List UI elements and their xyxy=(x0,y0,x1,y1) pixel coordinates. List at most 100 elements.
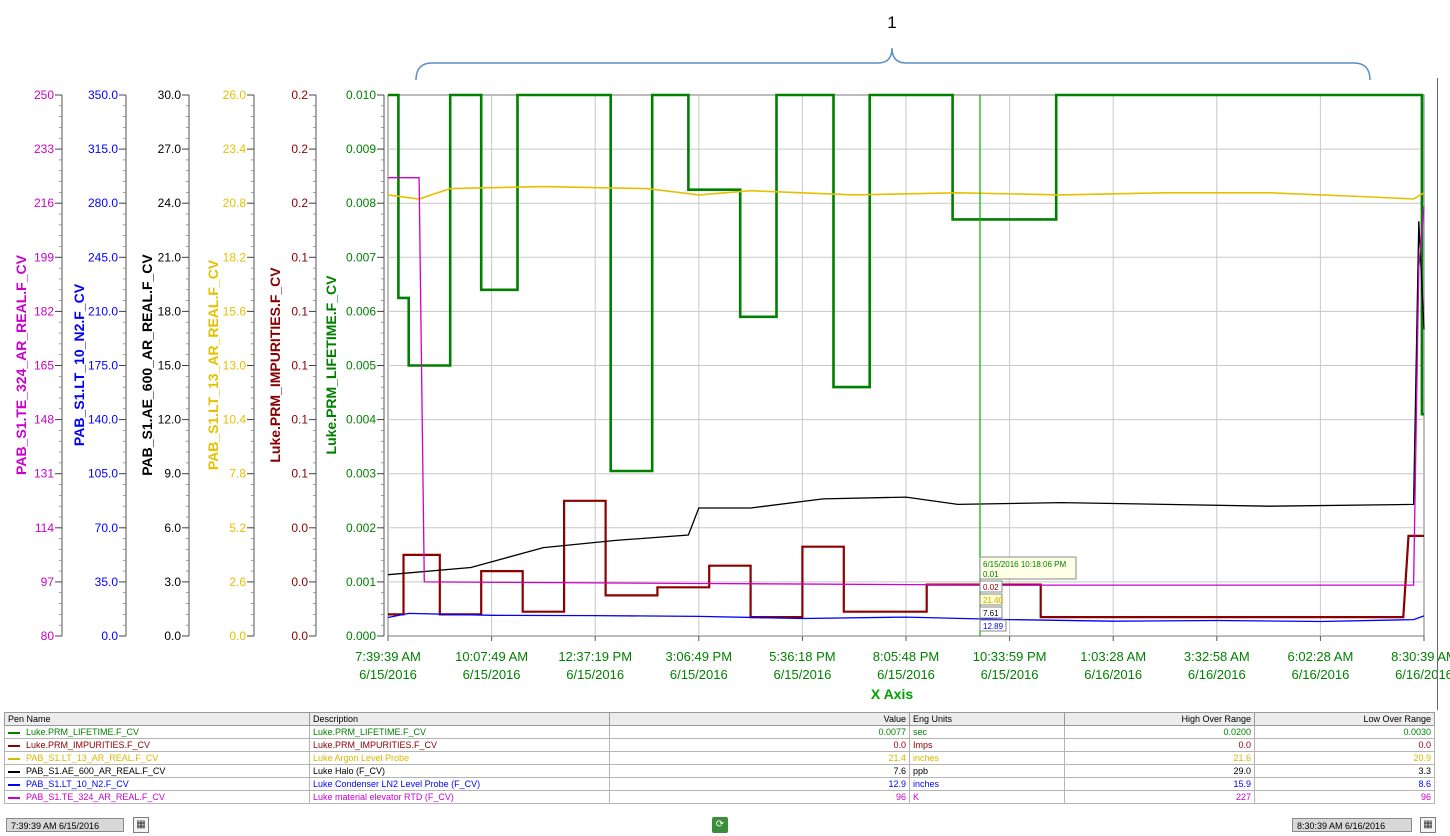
legend-pen-name: Luke.PRM_IMPURITIES.F_CV xyxy=(26,740,151,750)
y-tick-label: 250 xyxy=(34,88,54,102)
header-description[interactable]: Description xyxy=(309,712,610,726)
legend-cell-high: 29.0 xyxy=(1064,764,1255,778)
header-high-over-range[interactable]: High Over Range xyxy=(1064,712,1255,726)
y-tick-label: 199 xyxy=(34,250,54,264)
x-tick-label-time: 1:03:28 AM xyxy=(1080,649,1146,664)
cursor-value-box xyxy=(979,580,1003,593)
series-line-lt10 xyxy=(387,612,1425,623)
series-line-te324 xyxy=(388,177,1425,586)
legend-row[interactable]: PAB_S1.AE_600_AR_REAL.F_CV Luke Halo (F_C… xyxy=(4,764,1435,778)
header-pen-name[interactable]: Pen Name xyxy=(4,712,310,726)
y-tick-label: 0.1 xyxy=(291,304,308,318)
y-tick-label: 0.008 xyxy=(346,196,376,210)
y-tick-label: 20.8 xyxy=(223,196,247,210)
y-tick-label: 10.4 xyxy=(223,413,247,427)
y-tick-label: 165 xyxy=(34,359,54,373)
y-tick-label: 15.0 xyxy=(158,359,182,373)
x-tick-label-date: 6/15/2016 xyxy=(773,667,831,682)
y-tick-label: 315.0 xyxy=(88,142,118,156)
x-tick-label-time: 8:05:48 PM xyxy=(873,649,940,664)
legend-pen-name: PAB_S1.LT_10_N2.F_CV xyxy=(26,779,129,789)
calendar-icon[interactable]: ▦ xyxy=(1420,817,1436,833)
start-time-field[interactable]: 7:39:39 AM 6/15/2016 xyxy=(6,818,124,832)
legend-cell-value: 0.0 xyxy=(609,738,910,752)
calendar-icon[interactable]: ▦ xyxy=(133,817,149,833)
y-tick-label: 210.0 xyxy=(88,304,118,318)
y-tick-label: 30.0 xyxy=(158,88,182,102)
x-tick-label-time: 3:32:58 AM xyxy=(1184,649,1250,664)
legend-cell-low: 8.6 xyxy=(1254,777,1435,791)
y-tick-label: 148 xyxy=(34,413,54,427)
y-tick-label: 0.0 xyxy=(291,575,308,589)
scroll-strip[interactable] xyxy=(1437,78,1438,710)
cursor-value-argon: 21.40 xyxy=(983,596,1004,605)
header-eng-units[interactable]: Eng Units xyxy=(909,712,1065,726)
legend-cell-units: K xyxy=(909,790,1065,804)
y-tick-label: 0.009 xyxy=(346,142,376,156)
y-tick-label: 12.0 xyxy=(158,413,182,427)
y-tick-label: 7.8 xyxy=(229,467,246,481)
cursor-timestamp-box xyxy=(979,556,1077,580)
y-tick-label: 0.0 xyxy=(164,629,181,643)
legend-cell-low: 3.3 xyxy=(1254,764,1435,778)
legend-row[interactable]: Luke.PRM_LIFETIME.F_CV Luke.PRM_LIFETIME.… xyxy=(4,725,1435,739)
legend-pen-name: PAB_S1.LT_13_AR_REAL.F_CV xyxy=(26,753,159,763)
y-tick-label: 15.6 xyxy=(223,304,247,318)
legend-cell-desc: Luke.PRM_LIFETIME.F_CV xyxy=(309,725,610,739)
header-value[interactable]: Value xyxy=(609,712,910,726)
legend-cell-value: 7.6 xyxy=(609,764,910,778)
end-time-field[interactable]: 8:30:39 AM 6/16/2016 xyxy=(1292,818,1412,832)
legend-cell-high: 21.6 xyxy=(1064,751,1255,765)
y-tick-label: 0.0 xyxy=(229,629,246,643)
series-line-life xyxy=(388,93,1424,473)
legend-swatch xyxy=(8,783,20,786)
y-tick-label: 3.0 xyxy=(164,575,181,589)
y-tick-label: 24.0 xyxy=(158,196,182,210)
legend-cell-pen: Luke.PRM_LIFETIME.F_CV xyxy=(4,725,310,739)
y-axis-label: PAB_S1.LT_10_N2.F_CV xyxy=(71,283,87,446)
legend-cell-value: 96 xyxy=(609,790,910,804)
x-tick-label-time: 10:33:59 PM xyxy=(973,649,1047,664)
x-tick-label-time: 3:06:49 PM xyxy=(666,649,733,664)
y-axis-imp: 0.2 0.2 0.2 0.1 0.1 0.1 0.1 0.1 0.0 0.0 0.0 Luke.PR… xyxy=(267,88,317,643)
y-tick-label: 0.003 xyxy=(346,467,376,481)
x-tick-label-date: 6/15/2016 xyxy=(670,667,728,682)
y-tick-label: 5.2 xyxy=(229,521,246,535)
header-low-over-range[interactable]: Low Over Range xyxy=(1254,712,1435,726)
legend-cell-pen: Luke.PRM_IMPURITIES.F_CV xyxy=(4,738,310,752)
legend-cell-desc: Luke.PRM_IMPURITIES.F_CV xyxy=(309,738,610,752)
legend-header-row: Pen Name Description Value Eng Units Hig… xyxy=(4,712,1435,726)
x-tick-label-date: 6/15/2016 xyxy=(566,667,624,682)
y-axis-label: PAB_S1.TE_324_AR_REAL.F_CV xyxy=(13,254,29,475)
legend-cell-desc: Luke Halo (F_CV) xyxy=(309,764,610,778)
y-tick-label: 97 xyxy=(41,575,55,589)
y-tick-label: 140.0 xyxy=(88,413,118,427)
x-tick-label-date: 6/16/2016 xyxy=(1188,667,1246,682)
legend-row[interactable]: Luke.PRM_IMPURITIES.F_CV Luke.PRM_IMPURIT… xyxy=(4,738,1435,752)
legend-swatch xyxy=(8,731,20,734)
x-axis-title: X Axis xyxy=(871,686,913,702)
cursor-value-impurities: 0.02 xyxy=(983,583,999,592)
legend-row[interactable]: PAB_S1.LT_10_N2.F_CV Luke Condenser LN2 L… xyxy=(4,777,1435,791)
legend-cell-pen: PAB_S1.AE_600_AR_REAL.F_CV xyxy=(4,764,310,778)
y-tick-label: 0.1 xyxy=(291,413,308,427)
legend-row[interactable]: PAB_S1.TE_324_AR_REAL.F_CV Luke material … xyxy=(4,790,1435,804)
refresh-icon[interactable]: ⟳ xyxy=(712,817,728,833)
x-tick-label-time: 12:37:19 PM xyxy=(558,649,632,664)
x-tick-label-time: 5:36:18 PM xyxy=(769,649,836,664)
legend-cell-low: 0.0 xyxy=(1254,738,1435,752)
y-tick-label: 0.0 xyxy=(101,629,118,643)
legend-cell-pen: PAB_S1.LT_13_AR_REAL.F_CV xyxy=(4,751,310,765)
x-tick-label-date: 6/15/2016 xyxy=(463,667,521,682)
y-tick-label: 0.005 xyxy=(346,359,376,373)
legend-row[interactable]: PAB_S1.LT_13_AR_REAL.F_CV Luke Argon Leve… xyxy=(4,751,1435,765)
legend-cell-desc: Luke Condenser LN2 Level Probe (F_CV) xyxy=(309,777,610,791)
legend-pen-name: PAB_S1.AE_600_AR_REAL.F_CV xyxy=(26,766,166,776)
y-tick-label: 0.1 xyxy=(291,250,308,264)
legend-cell-desc: Luke Argon Level Probe xyxy=(309,751,610,765)
y-axes: 250 233 216 199 182 165 148 131 114 97 80 PAB_S1.TE… xyxy=(13,88,385,643)
pen-legend-table: Pen Name Description Value Eng Units Hig… xyxy=(4,712,1435,804)
x-tick-label-date: 6/15/2016 xyxy=(359,667,417,682)
y-axis-life: 0.010 0.009 0.008 0.007 0.006 0.005 0.004 0.003… xyxy=(323,88,385,643)
cursor-tooltip: 6/15/2016 10:18:06 PM 0.01 0.02 21.40 7.… xyxy=(979,556,1077,632)
